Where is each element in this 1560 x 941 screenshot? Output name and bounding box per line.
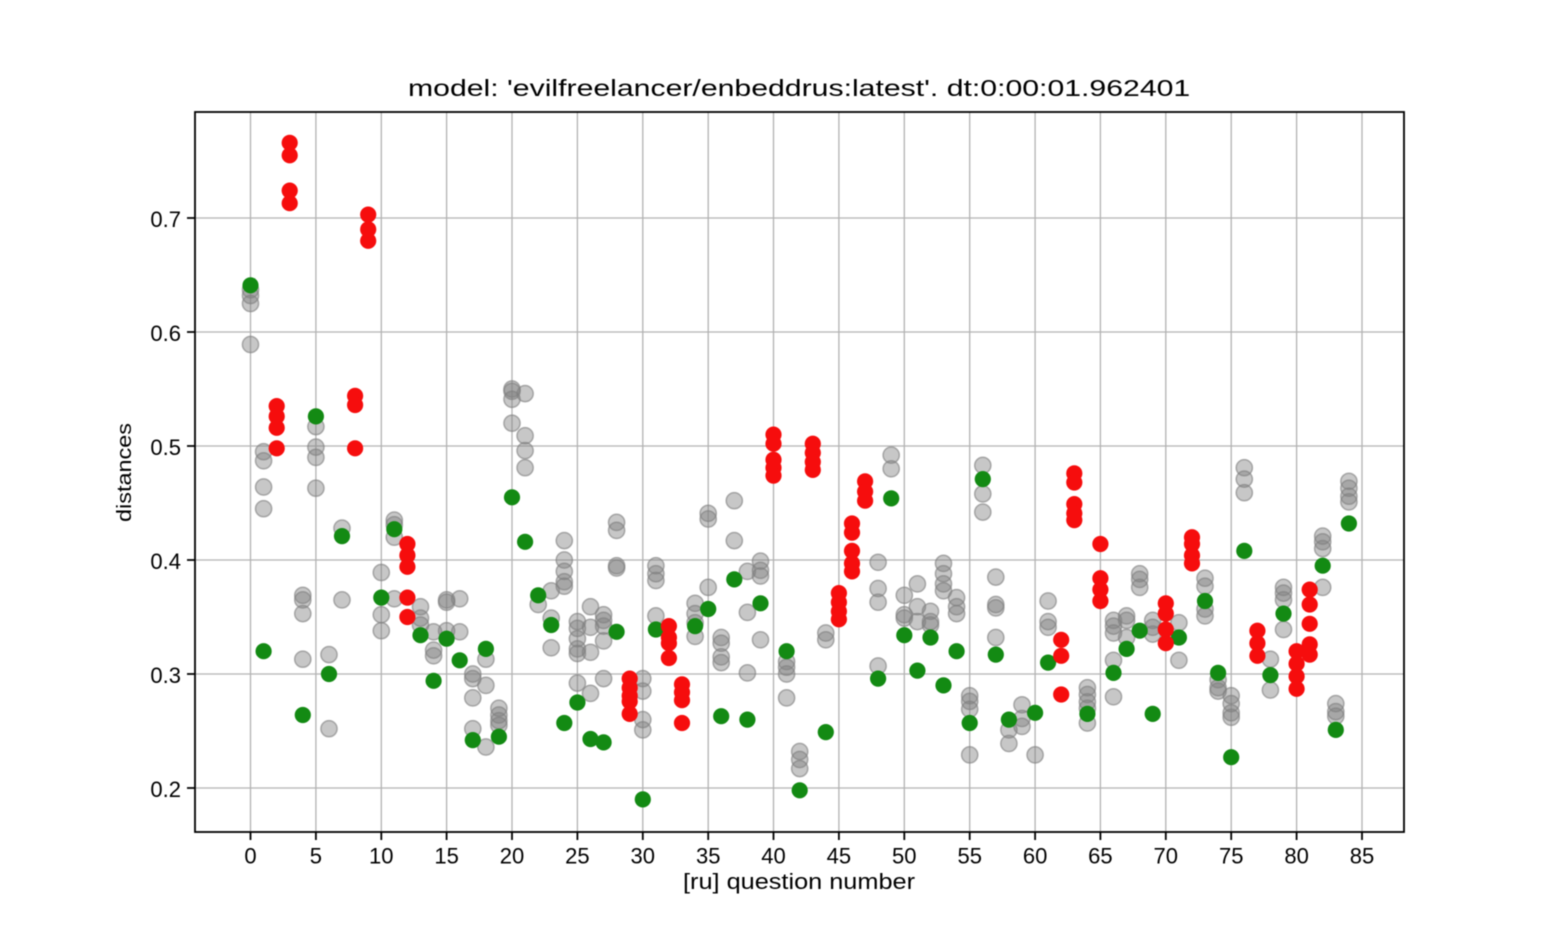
svg-text:0.6: 0.6 — [150, 321, 181, 346]
svg-text:85: 85 — [1350, 844, 1374, 869]
svg-text:20: 20 — [500, 844, 524, 869]
svg-text:distances: distances — [114, 423, 136, 522]
svg-text:10: 10 — [369, 844, 393, 869]
svg-text:0.7: 0.7 — [150, 207, 181, 232]
svg-text:0.2: 0.2 — [150, 777, 181, 802]
svg-text:80: 80 — [1284, 844, 1308, 869]
svg-text:0: 0 — [244, 844, 256, 869]
svg-text:45: 45 — [827, 844, 851, 869]
svg-text:0.4: 0.4 — [150, 549, 181, 574]
svg-text:70: 70 — [1154, 844, 1178, 869]
svg-text:0.5: 0.5 — [150, 435, 181, 460]
svg-text:60: 60 — [1023, 844, 1047, 869]
svg-text:35: 35 — [696, 844, 720, 869]
svg-text:75: 75 — [1219, 844, 1243, 869]
svg-text:15: 15 — [434, 844, 458, 869]
svg-text:40: 40 — [761, 844, 785, 869]
svg-text:0.3: 0.3 — [150, 663, 181, 688]
svg-text:30: 30 — [631, 844, 655, 869]
svg-text:[ru] question number: [ru] question number — [683, 869, 915, 894]
svg-text:55: 55 — [957, 844, 981, 869]
svg-text:25: 25 — [565, 844, 589, 869]
svg-text:50: 50 — [892, 844, 916, 869]
svg-text:65: 65 — [1088, 844, 1112, 869]
svg-text:5: 5 — [310, 844, 322, 869]
svg-text:model: 'evilfreelancer/enbeddr: model: 'evilfreelancer/enbeddrus:latest'… — [408, 75, 1190, 101]
